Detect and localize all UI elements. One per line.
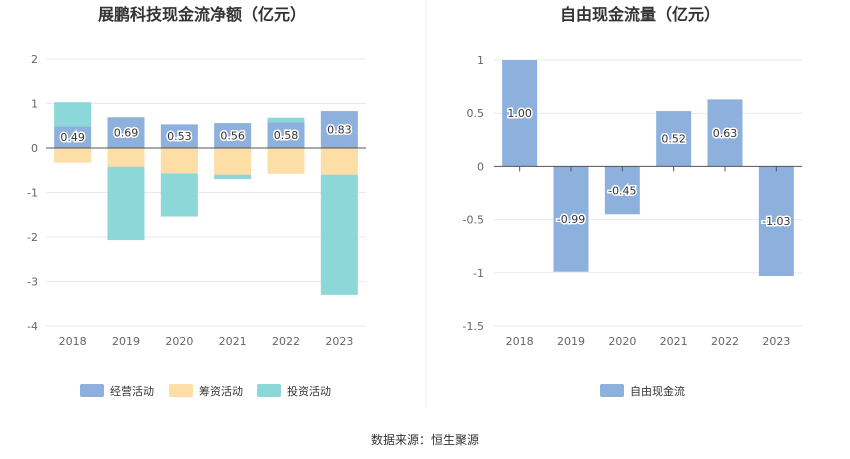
y-tick-label: -1 <box>27 187 38 200</box>
y-tick-label: -2 <box>27 231 38 244</box>
bar-fcf <box>553 166 589 272</box>
x-tick-label: 2020 <box>165 335 193 348</box>
x-tick-label: 2021 <box>219 335 247 348</box>
legend-label: 自由现金流 <box>630 384 685 398</box>
data-label: 0.56 <box>220 130 245 143</box>
bar-operating <box>214 123 252 148</box>
bar-financing <box>54 148 92 163</box>
x-tick-label: 2020 <box>608 335 636 348</box>
y-tick-label: -4 <box>27 320 38 333</box>
bar-fcf <box>707 99 743 167</box>
source-note: 数据来源：恒生聚源 <box>371 432 479 447</box>
x-tick-label: 2021 <box>660 335 688 348</box>
bar-fcf <box>758 166 794 276</box>
bar-fcf <box>502 60 538 167</box>
data-label: 0.83 <box>327 124 352 137</box>
bar-operating <box>54 126 92 148</box>
legend-swatch <box>257 384 281 397</box>
bar-operating <box>267 122 305 148</box>
legend-label: 投资活动 <box>287 384 331 398</box>
y-tick-label: -0.5 <box>463 214 484 227</box>
bar-fcf <box>604 166 640 215</box>
x-tick-label: 2019 <box>112 335 140 348</box>
left-chart: 2 1 0 -1 -2 -3 -4 0.49 2018 0.69 2019 0.53 2020 0.56 2… <box>27 53 366 398</box>
y-tick-label: 0 <box>477 160 484 173</box>
bar-operating <box>320 111 358 148</box>
data-label: 0.58 <box>274 129 299 142</box>
right-chart-title: 自由现金流量（亿元） <box>560 5 720 24</box>
legend-swatch <box>169 384 193 397</box>
data-label: 0.69 <box>114 127 139 140</box>
bar-financing <box>107 148 145 167</box>
x-tick-label: 2019 <box>557 335 585 348</box>
bar-operating <box>160 124 198 148</box>
legend-swatch <box>80 384 104 397</box>
y-tick-label: 0 <box>31 142 38 155</box>
legend-label: 经营活动 <box>110 384 154 398</box>
y-tick-label: -3 <box>27 276 38 289</box>
bar-investing <box>214 174 252 180</box>
y-tick-label: 1 <box>31 98 38 111</box>
bar-financing <box>214 148 252 175</box>
right-chart: 1 0.5 0 -0.5 -1 -1.5 1.00 2018 -0.99 2019 -0.45 202… <box>463 54 802 398</box>
left-chart-title: 展鹏科技现金流净额（亿元） <box>98 5 306 24</box>
bar-investing <box>320 174 358 295</box>
x-tick-label: 2023 <box>762 335 790 348</box>
y-tick-label: 0.5 <box>467 107 485 120</box>
y-tick-label: -1 <box>473 267 484 280</box>
bar-investing <box>107 166 145 241</box>
data-label: -0.45 <box>608 184 636 197</box>
data-label: 0.52 <box>661 133 686 146</box>
data-label: -0.99 <box>557 213 585 226</box>
x-tick-label: 2023 <box>325 335 353 348</box>
data-label: 0.63 <box>713 127 738 140</box>
x-tick-label: 2022 <box>272 335 300 348</box>
data-label: -1.03 <box>762 215 790 228</box>
x-tick-label: 2018 <box>506 335 534 348</box>
data-label: 1.00 <box>507 107 532 120</box>
data-label: 0.53 <box>167 130 192 143</box>
bar-investing <box>267 117 305 123</box>
bar-financing <box>267 148 305 174</box>
bar-financing <box>320 148 358 175</box>
x-tick-label: 2018 <box>59 335 87 348</box>
bar-fcf <box>656 111 692 167</box>
bar-investing <box>54 102 92 127</box>
bar-financing <box>160 148 198 174</box>
x-tick-label: 2022 <box>711 335 739 348</box>
bar-investing <box>160 173 198 217</box>
y-tick-label: 1 <box>477 54 484 67</box>
legend-swatch <box>600 384 624 397</box>
bar-operating <box>107 117 145 148</box>
data-label: 0.49 <box>60 131 85 144</box>
y-tick-label: -1.5 <box>463 320 484 333</box>
y-tick-label: 2 <box>31 53 38 66</box>
legend-label: 筹资活动 <box>199 384 243 398</box>
